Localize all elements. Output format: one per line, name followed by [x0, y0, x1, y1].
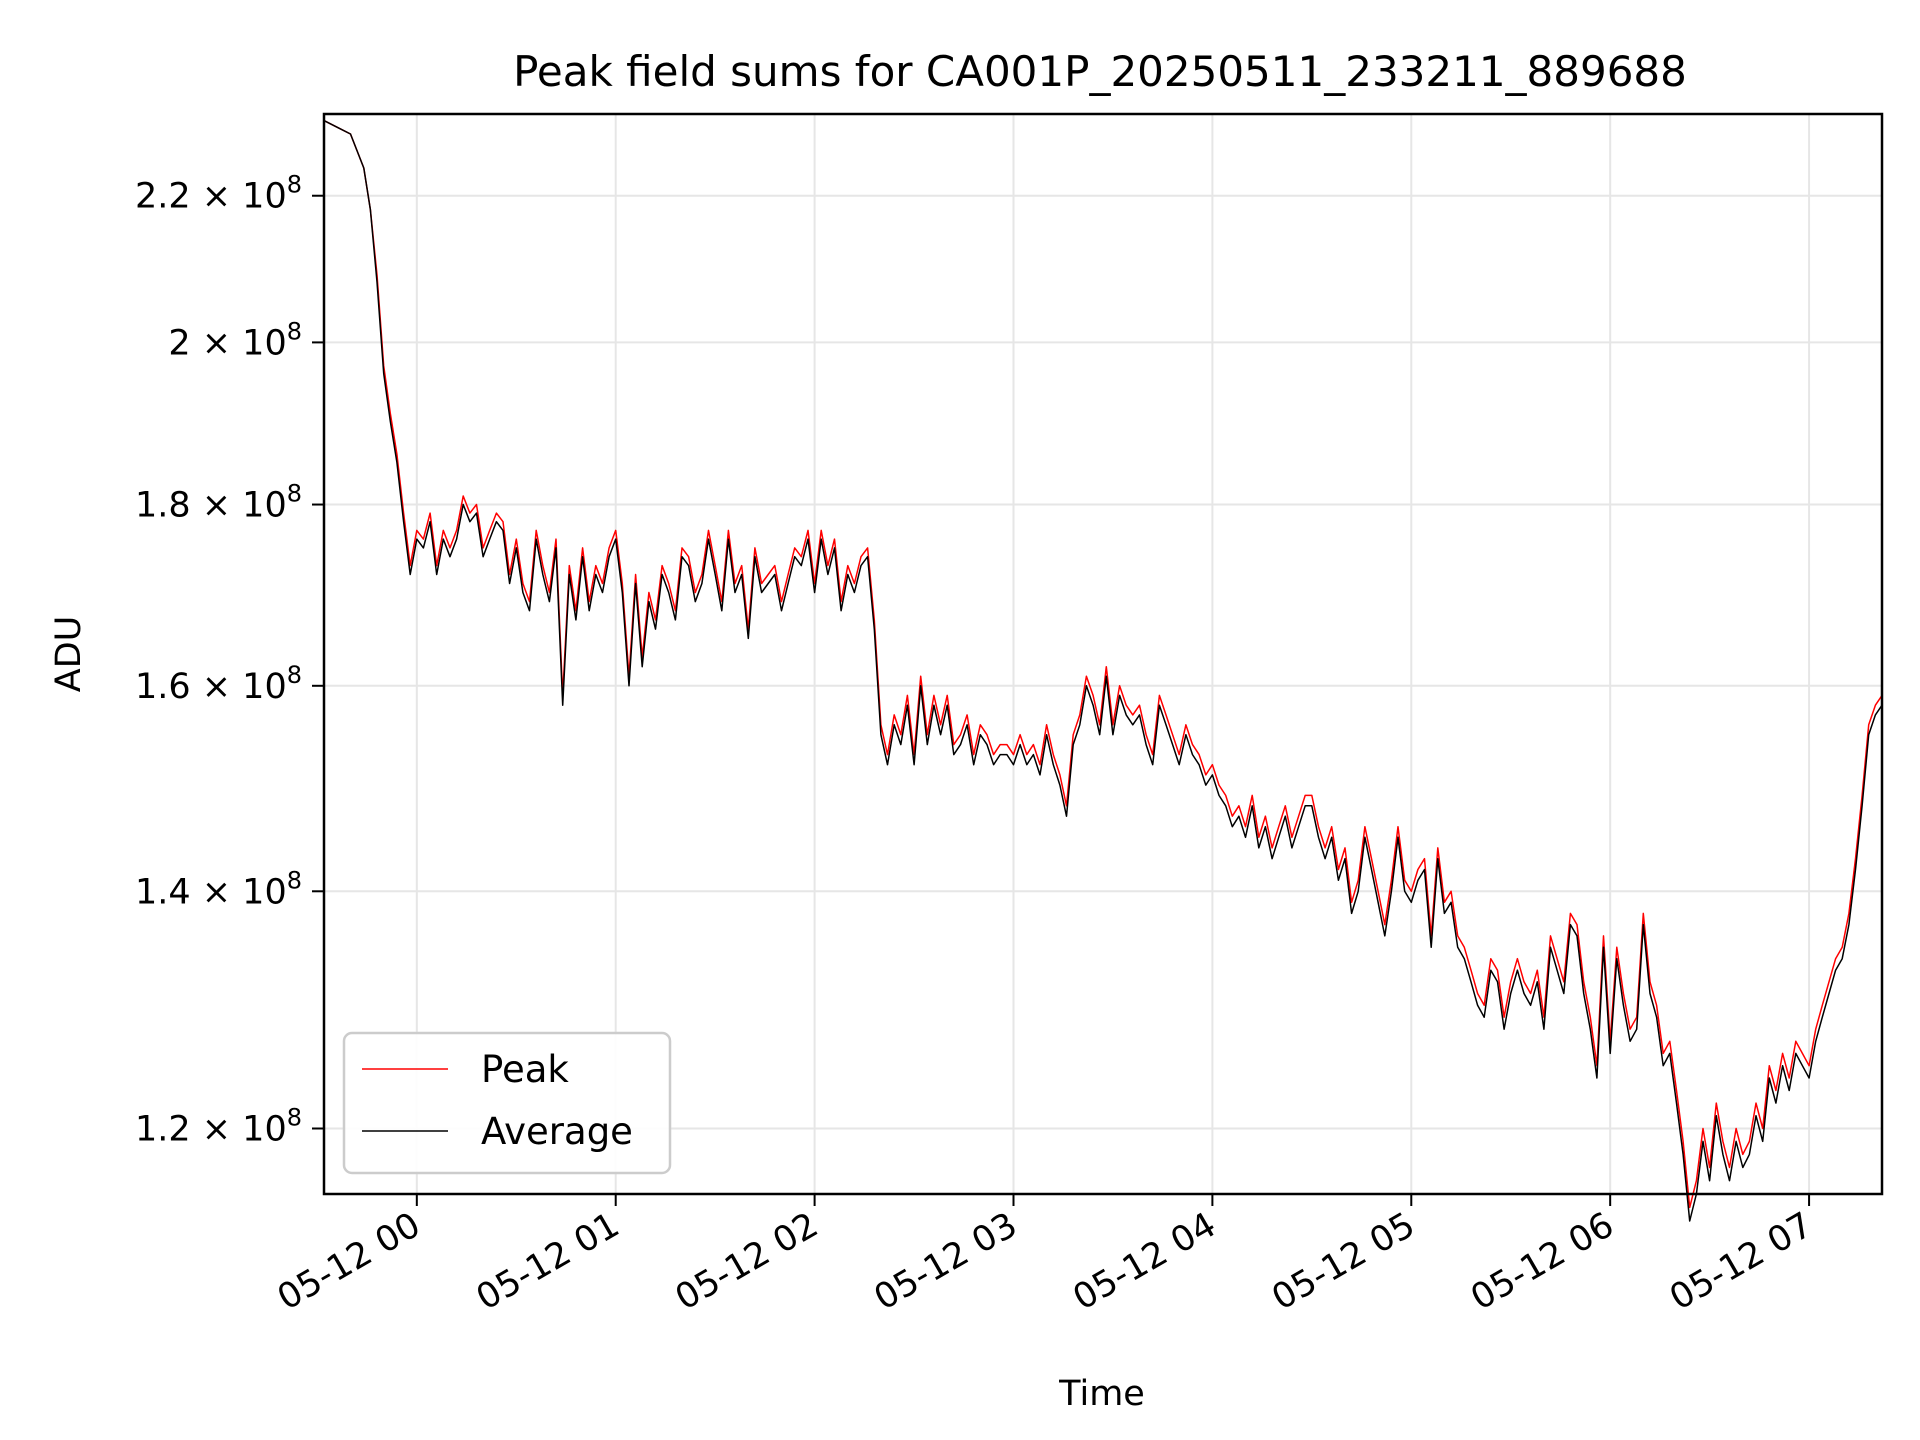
y-tick-label: 1.8 × 108: [135, 480, 302, 526]
plot-frame: [322, 112, 1884, 1196]
legend-box: [342, 1031, 672, 1175]
chart-title: Peak field sums for CA001P_20250511_2332…: [513, 47, 1687, 96]
series-layer: [323, 119, 1883, 1222]
y-tick-label: 1.4 × 108: [135, 866, 302, 912]
x-tick-label: 05-12 03: [868, 1205, 1024, 1318]
legend-label-average: Average: [481, 1110, 633, 1153]
series-line-average: [323, 119, 1883, 1222]
x-tick-label: 05-12 07: [1663, 1205, 1819, 1318]
y-axis-title: ADU: [49, 616, 89, 693]
grid-layer: [324, 114, 1882, 1194]
x-tick-label: 05-12 00: [271, 1205, 427, 1318]
y-axis: 1.2 × 108 1.4 × 108 1.6 × 108 1.8 × 108 2 × …: [135, 171, 324, 1150]
y-tick-label: 1.6 × 108: [135, 661, 302, 707]
x-tick-label: 05-12 04: [1067, 1205, 1223, 1318]
legend: Peak Average: [342, 1031, 672, 1175]
x-axis: 05-12 00 05-12 01 05-12 02 05-12 03 05-12 04…: [271, 1194, 1820, 1318]
y-tick-label: 1.2 × 108: [135, 1104, 302, 1150]
x-axis-title: Time: [1058, 1374, 1145, 1414]
x-tick-label: 05-12 05: [1265, 1205, 1421, 1318]
legend-label-peak: Peak: [481, 1048, 569, 1091]
y-tick-label: 2.2 × 108: [135, 171, 302, 217]
x-tick-label: 05-12 02: [669, 1205, 825, 1318]
x-tick-label: 05-12 01: [470, 1205, 626, 1318]
x-tick-label: 05-12 06: [1464, 1205, 1620, 1318]
series-line-peak: [323, 119, 1883, 1209]
y-tick-label: 2 × 108: [168, 317, 302, 363]
